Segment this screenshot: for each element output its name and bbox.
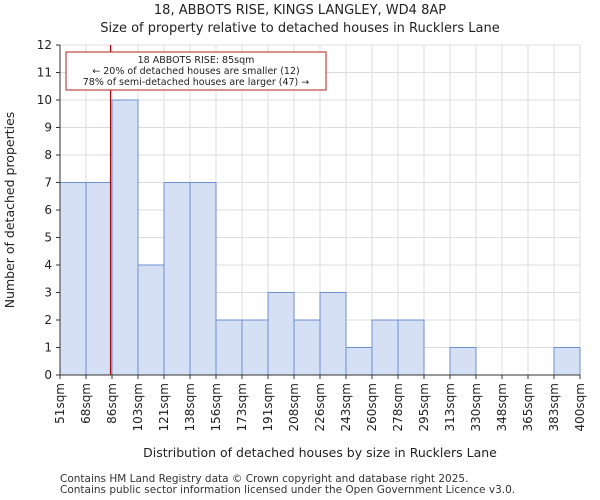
- x-tick-label: 243sqm: [339, 383, 353, 431]
- x-tick-label: 208sqm: [287, 383, 301, 431]
- annotation-line-smaller: ← 20% of detached houses are smaller (12…: [92, 66, 299, 77]
- histogram-bar: [293, 319, 321, 376]
- annotation-box: [65, 51, 327, 91]
- y-tick-label: 1: [44, 341, 52, 355]
- y-tick-label: 7: [44, 176, 52, 190]
- x-tick-label: 348sqm: [495, 383, 509, 431]
- x-tick-label: 51sqm: [53, 383, 67, 424]
- y-tick-label: 11: [37, 66, 52, 80]
- x-tick-label: 226sqm: [313, 383, 327, 431]
- x-tick-label: 400sqm: [573, 383, 587, 431]
- histogram-bar: [137, 264, 165, 376]
- annotation-line-title: 18 ABBOTS RISE: 85sqm: [138, 55, 255, 66]
- histogram-bar: [267, 292, 295, 376]
- y-tick-label: 6: [44, 203, 52, 217]
- histogram-bar: [189, 182, 217, 376]
- x-tick-labels: 51sqm 68sqm 86sqm 103sqm 121sqm 138sqm 156sqm 1…: [53, 375, 587, 431]
- y-tick-label: 12: [37, 38, 52, 52]
- y-tick-label: 0: [44, 368, 52, 382]
- y-axis-label: Number of detached properties: [2, 112, 17, 309]
- x-tick-label: 121sqm: [157, 383, 171, 431]
- y-tick-label: 2: [44, 313, 52, 327]
- y-tick-label: 3: [44, 286, 52, 300]
- histogram-bar: [449, 347, 477, 376]
- x-tick-label: 156sqm: [209, 383, 223, 431]
- histogram-bar: [163, 182, 191, 376]
- x-tick-label: 295sqm: [417, 383, 431, 431]
- histogram-bar: [215, 319, 243, 376]
- x-tick-label: 365sqm: [521, 383, 535, 431]
- histogram-bar: [319, 292, 347, 376]
- x-tick-label: 68sqm: [79, 383, 93, 424]
- histogram-bar: [241, 319, 269, 376]
- histogram-bar: [553, 347, 581, 376]
- histogram-bar: [85, 182, 113, 376]
- x-axis-label: Distribution of detached houses by size …: [143, 445, 497, 460]
- x-tick-label: 103sqm: [131, 383, 145, 431]
- x-tick-label: 260sqm: [365, 383, 379, 431]
- annotation-line-larger: 78% of semi-detached houses are larger (…: [83, 77, 310, 88]
- x-tick-label: 86sqm: [105, 383, 119, 424]
- x-tick-label: 173sqm: [235, 383, 249, 431]
- x-tick-label: 191sqm: [261, 383, 275, 431]
- chart-title: 18, ABBOTS RISE, KINGS LANGLEY, WD4 8AP: [154, 3, 446, 18]
- footer-licence: Contains public sector information licen…: [60, 484, 516, 496]
- y-tick-label: 5: [44, 231, 52, 245]
- histogram-bar: [111, 99, 139, 376]
- histogram-bar: [345, 347, 373, 376]
- histogram-bar: [397, 319, 425, 376]
- chart-subtitle: Size of property relative to detached ho…: [100, 21, 499, 36]
- annotation-layer: 18 ABBOTS RISE: 85sqm ← 20% of detached …: [65, 51, 327, 91]
- y-tick-label: 10: [37, 93, 52, 107]
- x-tick-label: 330sqm: [469, 383, 483, 431]
- y-tick-label: 9: [44, 121, 52, 135]
- histogram-bar: [59, 182, 87, 376]
- x-tick-label: 313sqm: [443, 383, 457, 431]
- histogram-bar: [371, 319, 399, 376]
- y-tick-label: 8: [44, 148, 52, 162]
- x-tick-label: 278sqm: [391, 383, 405, 431]
- y-tick-label: 4: [44, 258, 52, 272]
- chart-svg: 18, ABBOTS RISE, KINGS LANGLEY, WD4 8AP …: [2, 3, 587, 460]
- x-tick-label: 138sqm: [183, 383, 197, 431]
- footer-copyright: Contains HM Land Registry data © Crown c…: [60, 473, 469, 485]
- bars-layer: [59, 99, 581, 376]
- x-tick-label: 383sqm: [547, 383, 561, 431]
